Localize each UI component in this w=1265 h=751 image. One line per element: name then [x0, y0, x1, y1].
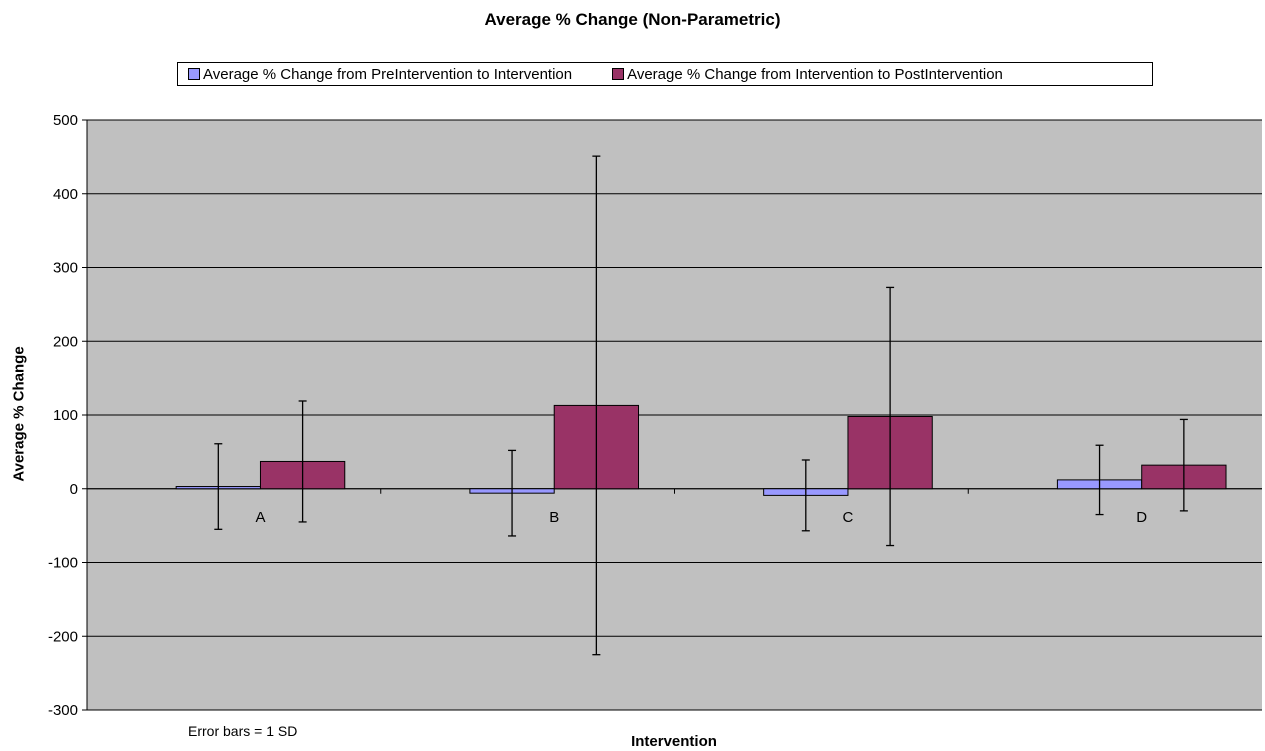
y-tick-label: 500 — [53, 112, 78, 129]
x-tick-label-C: C — [843, 509, 854, 526]
chart-title: Average % Change (Non-Parametric) — [484, 10, 781, 29]
y-tick-label: 200 — [53, 333, 78, 350]
y-axis-label: Average % Change — [10, 346, 28, 482]
y-tick-label: -100 — [48, 555, 78, 572]
legend-item-pre: Average % Change from PreIntervention to… — [188, 66, 572, 83]
error-bar-note: Error bars = 1 SD — [188, 723, 298, 739]
y-tick-label: 0 — [70, 481, 78, 498]
legend-item-post: Average % Change from Intervention to Po… — [612, 66, 1003, 83]
legend: Average % Change from PreIntervention to… — [177, 62, 1153, 86]
x-tick-label-D: D — [1136, 509, 1147, 526]
y-tick-label: -300 — [48, 702, 78, 719]
legend-swatch-pre — [188, 68, 200, 80]
legend-label-pre: Average % Change from PreIntervention to… — [203, 65, 573, 83]
y-tick-label: 100 — [53, 407, 78, 424]
x-tick-label-A: A — [255, 509, 265, 526]
y-tick-label: 300 — [53, 260, 78, 277]
x-axis-label: Intervention — [631, 733, 717, 750]
y-tick-label: 400 — [53, 186, 78, 203]
legend-label-post: Average % Change from Intervention to Po… — [627, 65, 1003, 83]
legend-swatch-post — [612, 68, 625, 80]
y-tick-label: -200 — [48, 628, 78, 645]
x-tick-label-B: B — [549, 509, 559, 526]
